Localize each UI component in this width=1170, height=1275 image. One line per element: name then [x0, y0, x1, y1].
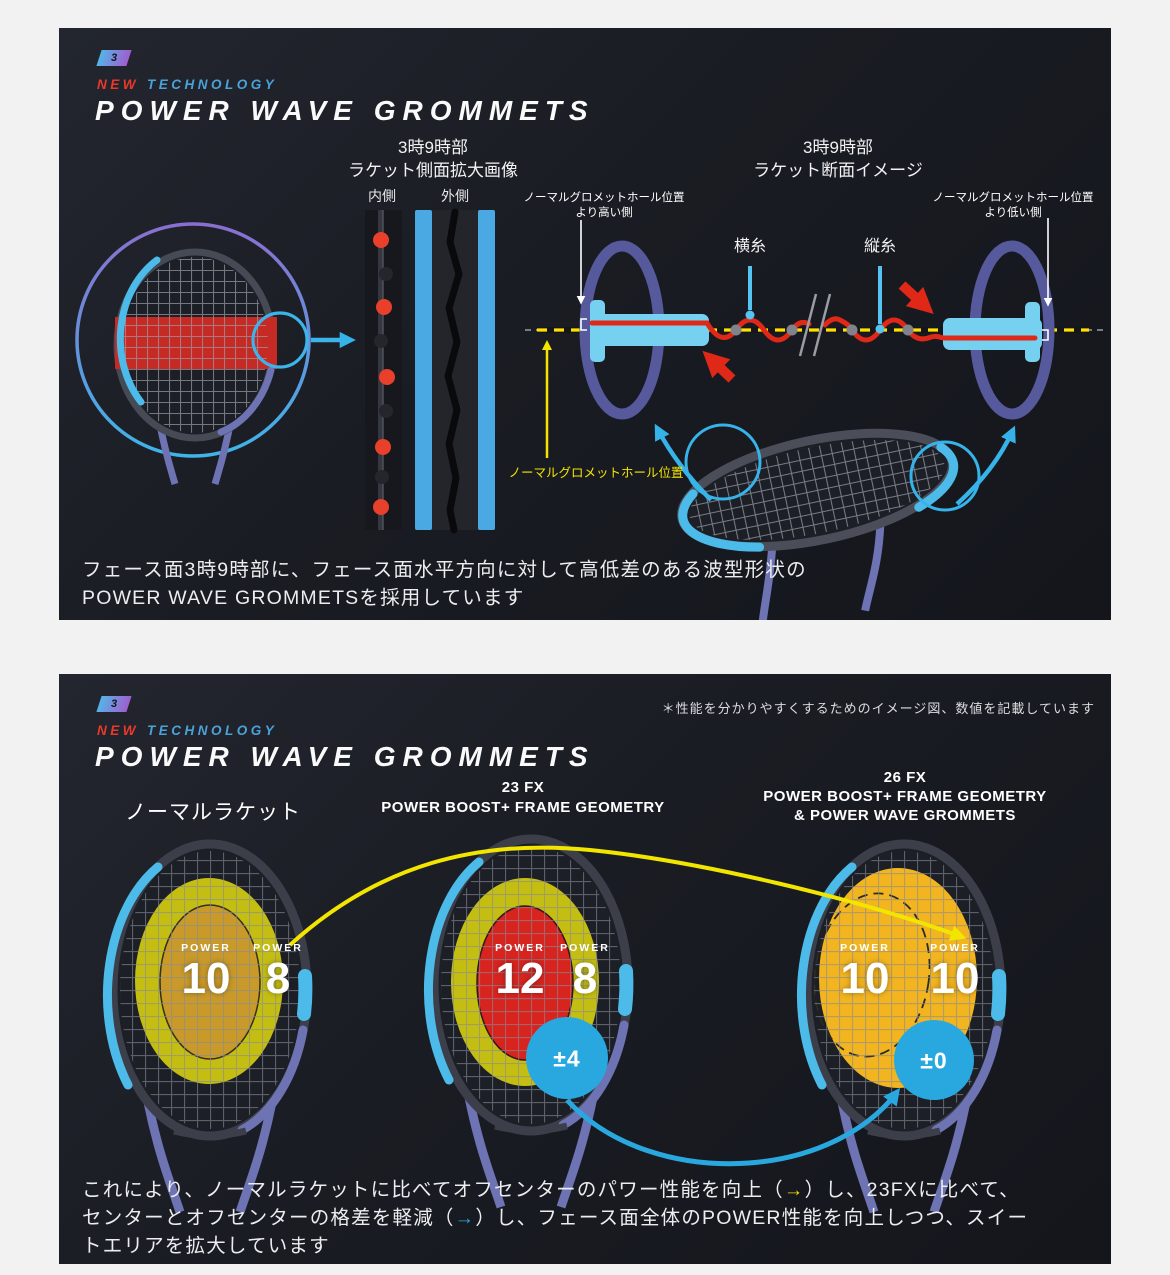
blue-pointer-arrow-right	[955, 425, 1016, 506]
page-title: POWER WAVE GROMMETS	[95, 741, 595, 772]
racket-title-26fx: 26 FX POWER BOOST+ FRAME GEOMETRY & POWE…	[763, 769, 1047, 824]
power-value-normal-edge: POWER 8	[253, 942, 303, 1003]
grommet-left	[590, 300, 709, 362]
delta-bubble-26fx	[894, 1020, 974, 1100]
normal-hole-position-label: ノーマルグロメットホール位置	[508, 466, 684, 480]
panel2-graphics	[102, 834, 1007, 1214]
panel-power-wave-grommets-diagram: 3 NEW TECHNOLOGY POWER WAVE GROMMETS 3時9時…	[59, 28, 1111, 620]
page-title: POWER WAVE GROMMETS	[95, 95, 595, 126]
side-view-title: 3時9時部 ラケット側面拡大画像	[348, 138, 518, 180]
power-value-23fx-edge: POWER 8	[560, 942, 610, 1003]
delta-value-26fx: ±0	[920, 1047, 948, 1074]
power-value-23fx-center: POWER 12	[495, 942, 545, 1003]
highlight-circle-left	[684, 423, 762, 501]
cross-section-diagram	[525, 218, 1105, 458]
tech-number-badge: 3	[96, 696, 132, 712]
racket-title-23fx: 23 FX POWER BOOST+ FRAME GEOMETRY	[381, 779, 665, 816]
panel1-caption: フェース面3時9時部に、フェース面水平方向に対して高低差のある波型形状の POW…	[82, 559, 807, 609]
racket-normal-graphic	[102, 839, 313, 1214]
wave-groove	[444, 208, 463, 534]
blue-comparison-arrow	[565, 1087, 901, 1167]
lower-side-label: ノーマルグロメットホール位置 より低い側	[932, 192, 1094, 219]
highlight-circle-right	[909, 440, 981, 512]
red-arrow-right-icon	[898, 281, 934, 315]
disclaimer-note: ＊性能を分かりやすくするためのイメージ図、数値を記載しています	[661, 701, 1095, 716]
power-value-normal-center: POWER 10	[181, 942, 231, 1003]
yellow-comparison-arrow	[288, 845, 967, 947]
power-value-26fx-edge: POWER 10	[930, 942, 980, 1003]
blue-pointer-arrow-left	[654, 423, 713, 502]
cross-string-label: 横糸	[733, 238, 767, 255]
outer-side-label: 外側	[441, 188, 469, 204]
racket-title-normal: ノーマルラケット	[125, 801, 301, 824]
panel1-graphics	[75, 208, 1105, 620]
tech-number-badge: 3	[96, 50, 132, 66]
panel2-caption: これにより、ノーマルラケットに比べてオフセンターのパワー性能を向上（→）し、23…	[82, 1179, 1029, 1257]
yellow-arrow-icon: →	[783, 1179, 805, 1201]
section-view-title: 3時9時部 ラケット断面イメージ	[753, 138, 923, 180]
break-slashes	[798, 293, 832, 357]
delta-value-23fx: ±4	[553, 1045, 581, 1072]
string-wave-left	[589, 317, 812, 343]
racket-photo-tilted	[677, 428, 959, 620]
grommet-right	[943, 302, 1042, 362]
red-arrow-left-icon	[702, 350, 736, 383]
racket-23fx-graphic	[423, 834, 634, 1209]
outer-side-strip	[415, 208, 495, 534]
string-cross-dots	[730, 324, 914, 336]
new-technology-label: NEW TECHNOLOGY	[97, 77, 278, 92]
delta-bubble-23fx	[526, 1017, 608, 1099]
racket-26fx-graphic	[796, 839, 1007, 1214]
zoom-circle	[251, 311, 309, 369]
blue-arrow-icon: →	[454, 1207, 476, 1229]
panel-power-comparison-diagram: 3 NEW TECHNOLOGY POWER WAVE GROMMETS ＊性能を…	[59, 674, 1111, 1264]
inner-side-label: 内側	[368, 188, 396, 204]
new-technology-label: NEW TECHNOLOGY	[97, 723, 278, 738]
power-value-26fx-center: POWER 10	[840, 942, 890, 1003]
higher-side-label: ノーマルグロメットホール位置 より高い側	[523, 192, 685, 219]
racket-front-view-figure	[75, 222, 356, 485]
grommet-hole-dots	[373, 232, 395, 515]
main-string-label: 縦糸	[863, 238, 897, 255]
inner-side-strip	[365, 210, 402, 530]
